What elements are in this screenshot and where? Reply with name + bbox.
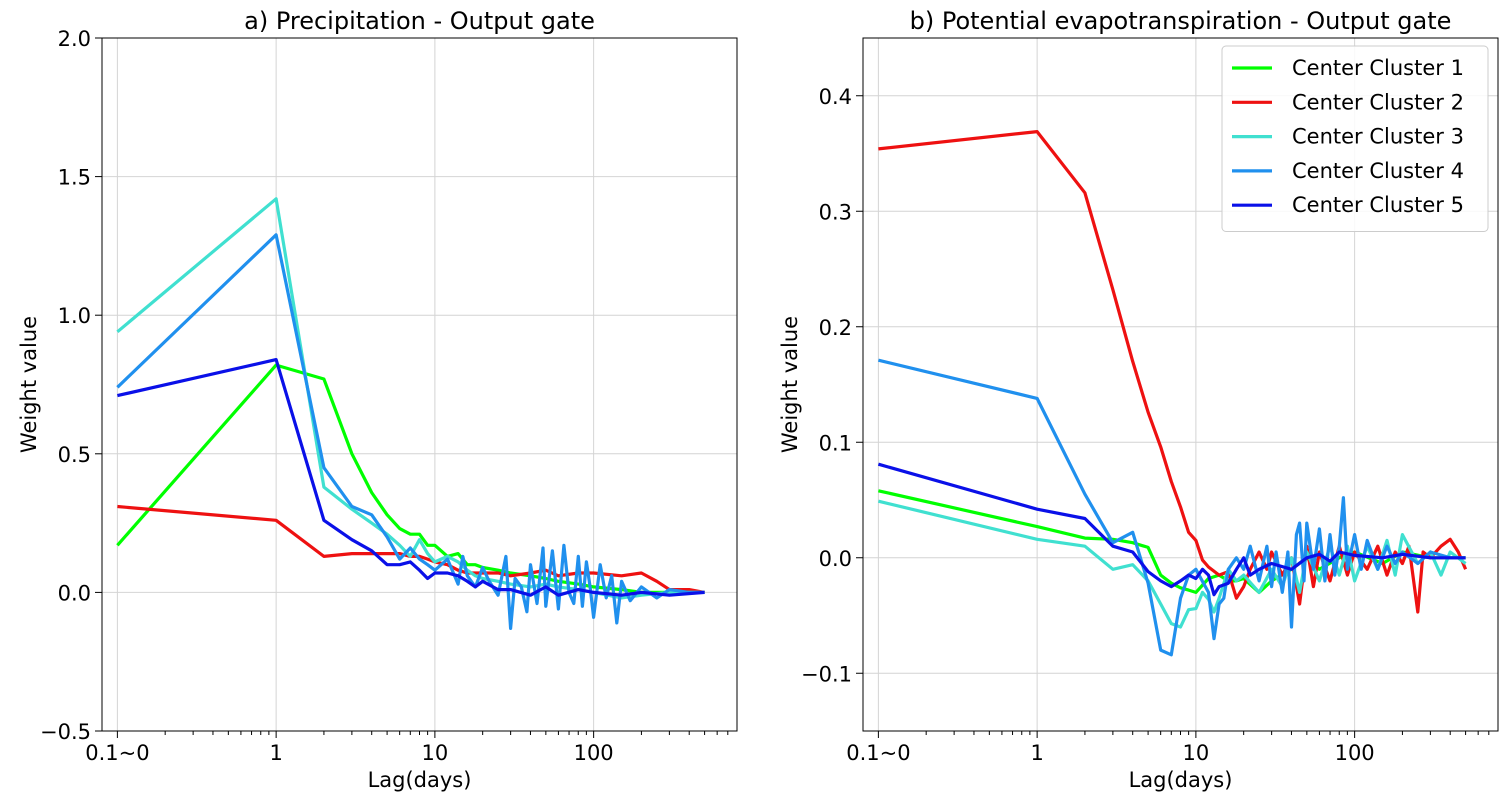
panel-b-y-tick-label: 0.1 [819,431,852,455]
panel-a-y-tick-label: 0.5 [58,443,91,467]
panel-a-grid [102,37,737,732]
panel-b-y-ticks: −0.1 0.0 0.1 0.2 0.3 0.4 [801,85,863,686]
panel-a-x-axis-label: Lag(days) [368,768,472,792]
panel-b-y-tick-label: 0.0 [819,547,852,571]
panel-b: 0.1~0 1 10 100 −0.1 0.0 0.1 0.2 0.3 0.4 b) Poten… [778,7,1499,792]
panel-b-y-tick-label: 0.2 [819,316,852,340]
legend-label-cluster-1: Center Cluster 1 [1292,56,1464,80]
panel-a-y-tick-label: 2.0 [58,27,91,51]
panel-b-x-tick-label: 1 [1030,741,1043,765]
panel-b-x-tick-label: 0.1~0 [846,741,910,765]
panel-b-y-tick-label: −0.1 [801,662,852,686]
panel-b-title: b) Potential evapotranspiration - Output… [910,7,1452,35]
panel-a-series-line-cluster-2 [117,504,705,594]
panel-a-title: a) Precipitation - Output gate [244,7,595,35]
panel-b-x-axis-label: Lag(days) [1129,768,1233,792]
panel-a-y-tick-label: −0.5 [40,720,91,744]
panel-a-series-line-cluster-1 [116,363,705,594]
panel-a-series-lines [116,197,705,630]
panel-a-y-ticks: −0.5 0.0 0.5 1.0 1.5 2.0 [40,27,102,744]
panel-a-y-tick-label: 1.5 [58,166,91,190]
panel-b-x-tick-label: 10 [1183,741,1210,765]
panel-a-x-tick-label: 10 [422,741,449,765]
panel-a-x-tick-label: 0.1~0 [85,741,149,765]
panel-b-x-tick-label: 100 [1335,741,1375,765]
panel-b-series-line-cluster-4 [878,358,1466,657]
legend-label-cluster-4: Center Cluster 4 [1292,159,1464,183]
panel-b-legend: Center Cluster 1 Center Cluster 2 Center C… [1221,45,1489,232]
panel-a-series-line-cluster-5 [117,358,705,597]
panel-b-series-line-cluster-1 [878,489,1466,594]
panel-a-x-tick-label: 100 [574,741,614,765]
panel-a-series-line-cluster-4 [116,233,705,630]
legend-box [1221,45,1489,232]
panel-a-series-line-cluster-3 [116,197,705,600]
panel-a-y-tick-label: 0.0 [58,581,91,605]
panel-a-axes-frame [101,37,738,732]
panel-a-x-tick-label: 1 [269,741,282,765]
legend-label-cluster-5: Center Cluster 5 [1292,193,1464,217]
legend-label-cluster-2: Center Cluster 2 [1292,90,1464,114]
panel-a-x-ticks: 0.1~0 1 10 100 [85,731,729,765]
panel-b-y-axis-label: Weight value [778,316,802,453]
legend-label-cluster-3: Center Cluster 3 [1292,125,1464,149]
panel-b-series-line-cluster-3 [878,499,1467,629]
panel-a-y-axis-label: Weight value [17,316,41,453]
panel-a: 0.1~0 1 10 100 −0.5 0.0 0.5 1.0 1.5 2.0 a) Preci… [17,7,738,792]
panel-b-y-tick-label: 0.3 [819,200,852,224]
panel-b-x-ticks: 0.1~0 1 10 100 [846,731,1490,765]
panel-a-y-tick-label: 1.0 [58,304,91,328]
panel-b-series-line-cluster-5 [877,462,1466,597]
panel-b-series-lines [877,130,1468,657]
panel-b-y-tick-label: 0.4 [819,85,852,109]
